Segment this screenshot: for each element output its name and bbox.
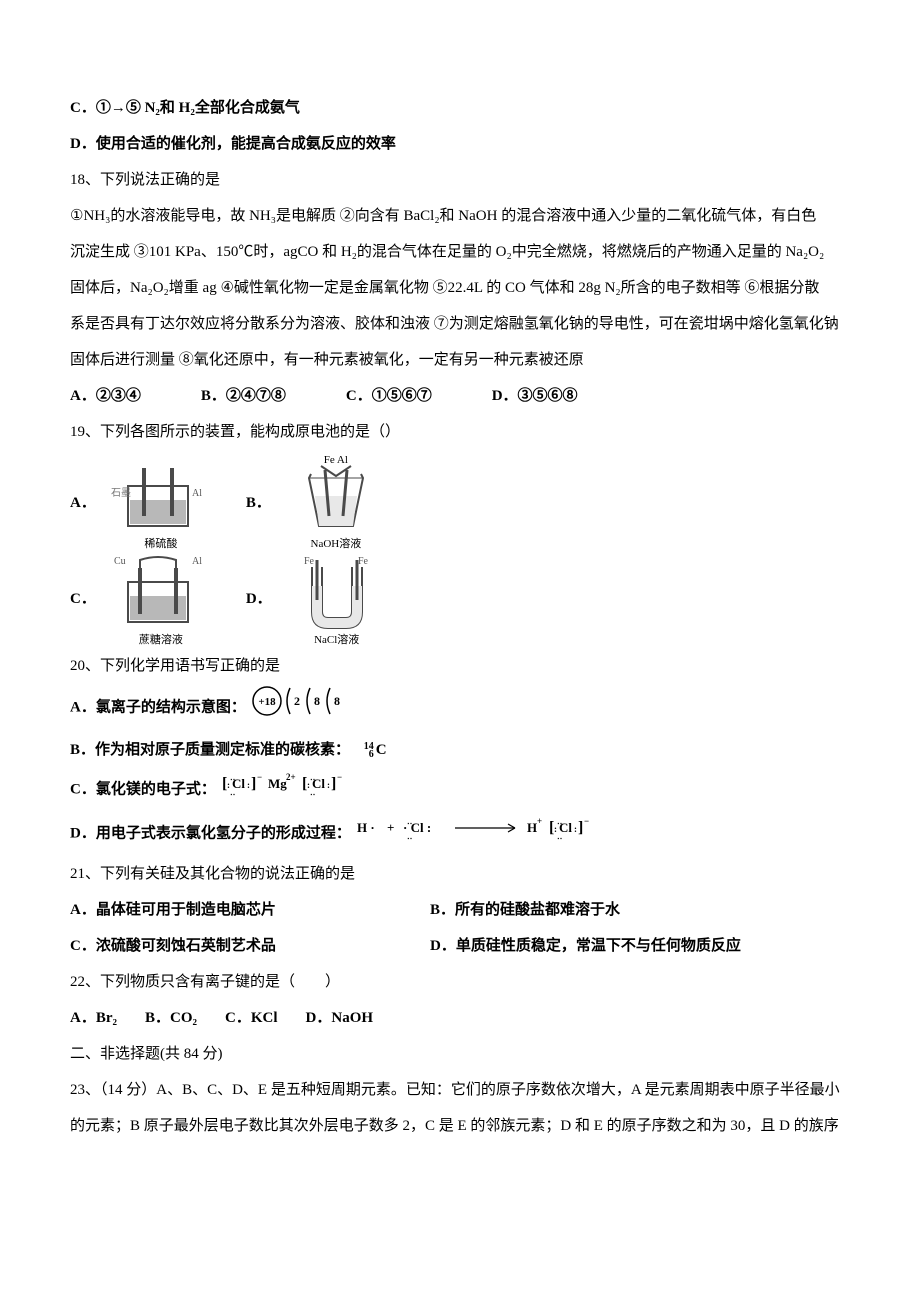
q18-option-a: A．②③④ — [70, 378, 201, 414]
svg-text:+: + — [537, 816, 542, 826]
svg-text:2: 2 — [294, 694, 300, 708]
q22-options: A．Br₂ B．CO₂ C．KCl D．NaOH — [70, 1000, 850, 1036]
svg-text:−: − — [584, 816, 589, 826]
q22-option-b: B．CO₂ — [145, 1000, 225, 1036]
q19-caption-c: 蔗糖溶液 — [106, 634, 216, 646]
q20-b-prefix: B．作为相对原子质量测定标准的碳核素： — [70, 742, 350, 758]
svg-text:Fe: Fe — [358, 556, 369, 567]
q21-stem: 21、下列有关硅及其化合物的说法正确的是 — [70, 856, 850, 892]
q17-option-c: C．①→⑤ N₂和 H₂全部化合成氨气 — [70, 90, 850, 126]
svg-text:‥: ‥ — [407, 832, 412, 841]
svg-text::: : — [247, 780, 250, 790]
q20-stem: 20、下列化学用语书写正确的是 — [70, 648, 850, 684]
q21-option-a: A．晶体硅可用于制造电脑芯片 — [70, 892, 430, 928]
q21-option-c: C．浓硫酸可刻蚀石英制艺术品 — [70, 928, 430, 964]
q22-option-a: A．Br₂ — [70, 1000, 145, 1036]
svg-text:2+: 2+ — [286, 772, 296, 782]
q21-option-b: B．所有的硅酸盐都难溶于水 — [430, 892, 620, 928]
q19-stem: 19、下列各图所示的装置，能构成原电池的是（） — [70, 414, 850, 450]
svg-text:石墨: 石墨 — [111, 487, 131, 499]
q19-diagram-a: 石墨 Al 稀硫酸 — [106, 456, 216, 546]
q21-option-d: D．单质硅性质稳定，常温下不与任何物质反应 — [430, 928, 741, 964]
nuclide-notation: 14 6 — [354, 739, 374, 763]
svg-text:Al: Al — [192, 488, 202, 499]
q22-option-d: D．NaOH — [306, 1000, 402, 1036]
q20-option-c: C．氯化镁的电子式： [ ‥ : Cl : ‥ ] − Mg 2+ [ ‥ : … — [70, 768, 850, 812]
q18-stem: 18、下列说法正确的是 — [70, 162, 850, 198]
svg-text:]: ] — [578, 819, 583, 836]
atomic-number: 6 — [369, 743, 374, 767]
q21-row-ab: A．晶体硅可用于制造电脑芯片 B．所有的硅酸盐都难溶于水 — [70, 892, 850, 928]
q20-d-prefix: D．用电子式表示氯化氢分子的形成过程： — [70, 825, 351, 841]
svg-text::: : — [327, 780, 330, 790]
svg-text:H: H — [527, 820, 537, 835]
q19-caption-a: 稀硫酸 — [106, 538, 216, 550]
q23-line-2: 的元素；B 原子最外层电子数比其次外层电子数多 2，C 是 E 的邻族元素；D … — [70, 1108, 850, 1144]
q19-caption-b: NaOH溶液 — [281, 538, 391, 550]
q21-row-cd: C．浓硫酸可刻蚀石英制艺术品 D．单质硅性质稳定，常温下不与任何物质反应 — [70, 928, 850, 964]
svg-text:]: ] — [331, 775, 336, 792]
svg-text:+: + — [387, 820, 394, 835]
q18-option-d: D．③⑤⑥⑧ — [492, 378, 638, 414]
q19-diagram-d: Fe Fe NaCl溶液 — [282, 552, 392, 642]
svg-text:Cu: Cu — [114, 556, 126, 567]
q19-diagram-c: Cu Al 蔗糖溶液 — [106, 552, 216, 642]
svg-text:−: − — [257, 772, 262, 782]
svg-text:‥: ‥ — [230, 788, 235, 797]
q22-stem: 22、下列物质只含有离子键的是（ ） — [70, 964, 850, 1000]
q19-label-b: B． — [246, 491, 271, 512]
q20-option-a: A．氯离子的结构示意图： +18 2 8 8 — [70, 684, 850, 732]
q18-body-1: ①NH₃的水溶液能导电，故 NH₃是电解质 ②向含有 BaCl₂和 NaOH 的… — [70, 198, 850, 234]
q18-options: A．②③④ B．②④⑦⑧ C．①⑤⑥⑦ D．③⑤⑥⑧ — [70, 378, 850, 414]
q23-line-1: 23、（14 分）A、B、C、D、E 是五种短周期元素。已知：它们的原子序数依次… — [70, 1072, 850, 1108]
section-2-heading: 二、非选择题(共 84 分) — [70, 1036, 850, 1072]
svg-text:‥: ‥ — [557, 832, 562, 841]
q18-option-c: C．①⑤⑥⑦ — [346, 378, 492, 414]
svg-text:Al: Al — [192, 556, 202, 567]
q18-body-5: 固体后进行测量 ⑧氧化还原中，有一种元素被氧化，一定有另一种元素被还原 — [70, 342, 850, 378]
q19-label-a: A． — [70, 491, 96, 512]
q19-diagram-b: Fe Al NaOH溶液 — [281, 456, 391, 546]
q20-option-b: B．作为相对原子质量测定标准的碳核素： 14 6 C — [70, 732, 850, 768]
q20-a-prefix: A．氯离子的结构示意图： — [70, 699, 246, 715]
svg-text:H ·: H · — [357, 820, 375, 835]
q19-label-d: D． — [246, 587, 272, 608]
svg-text:+18: +18 — [258, 696, 276, 708]
svg-text:8: 8 — [314, 694, 320, 708]
q18-body-2: 沉淀生成 ③101 KPa、150℃时，agCO 和 H₂的混合气体在足量的 O… — [70, 234, 850, 270]
q19-caption-d: NaCl溶液 — [282, 634, 392, 646]
q20-option-d: D．用电子式表示氯化氢分子的形成过程： H · + ‥ · Cl : ‥ H +… — [70, 812, 850, 856]
atomic-structure-icon: +18 2 8 8 — [250, 684, 360, 732]
q19-label-c: C． — [70, 587, 96, 608]
q18-body-3: 固体后，Na₂O₂增重 ag ④碱性氧化物一定是金属氧化物 ⑤22.4L 的 C… — [70, 270, 850, 306]
svg-text:‥: ‥ — [310, 788, 315, 797]
q18-option-b: B．②④⑦⑧ — [201, 378, 346, 414]
svg-text::: : — [574, 824, 577, 834]
q18-body-4: 系是否具有丁达尔效应将分散系分为溶液、胶体和浊液 ⑦为测定熔融氢氧化钠的导电性，… — [70, 306, 850, 342]
hcl-formation-icon: H · + ‥ · Cl : ‥ H + [ ‥ : Cl : ‥ ] − — [355, 812, 615, 856]
element-symbol: C — [376, 742, 387, 758]
svg-text:Fe: Fe — [304, 556, 315, 567]
q22-option-c: C．KCl — [225, 1000, 306, 1036]
q19-row-cd: C． Cu Al 蔗糖溶液 D． Fe Fe NaCl溶液 — [70, 552, 850, 642]
svg-text:Mg: Mg — [268, 776, 287, 791]
svg-text:8: 8 — [334, 694, 340, 708]
q19-row-ab: A． 石墨 Al 稀硫酸 B． Fe Al NaOH溶 — [70, 456, 850, 546]
q17-option-d: D．使用合适的催化剂，能提高合成氨反应的效率 — [70, 126, 850, 162]
svg-text:]: ] — [251, 775, 256, 792]
svg-text:−: − — [337, 772, 342, 782]
lewis-structure-mgcl2-icon: [ ‥ : Cl : ‥ ] − Mg 2+ [ ‥ : Cl : ‥ ] − — [220, 768, 360, 812]
q20-c-prefix: C．氯化镁的电子式： — [70, 781, 216, 797]
